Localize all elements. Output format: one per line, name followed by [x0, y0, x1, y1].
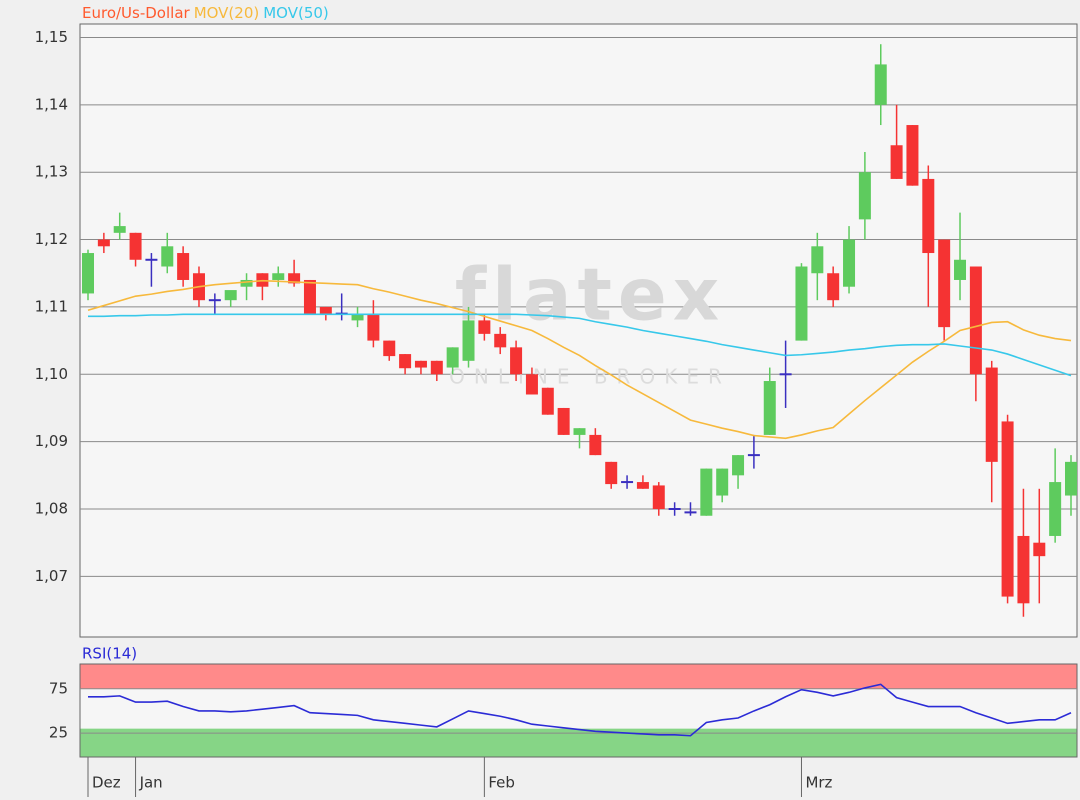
candle-body	[906, 125, 919, 186]
y-tick-label: 25	[49, 724, 68, 742]
legend-entry: MOV(50)	[263, 4, 329, 22]
candle-body	[1033, 542, 1046, 557]
x-tick-label: Mrz	[805, 774, 832, 792]
candle-body	[763, 381, 776, 435]
y-tick-label: 1,11	[35, 297, 68, 315]
candle-body	[494, 333, 507, 348]
watermark: flatex ONLINE BROKER	[449, 253, 731, 389]
candle-body	[858, 172, 871, 220]
y-tick-label: 1,14	[35, 95, 68, 113]
y-tick-label: 75	[49, 679, 68, 697]
y-tick-label: 1,07	[35, 567, 68, 585]
candle-body	[240, 279, 253, 287]
candle-body	[510, 347, 523, 375]
candle-body	[985, 367, 998, 462]
candle-body	[890, 145, 903, 179]
watermark-logo: flatex	[455, 253, 725, 337]
candle-body	[573, 428, 586, 435]
candle-body	[811, 246, 824, 274]
candle-body	[843, 239, 856, 287]
candle-body	[874, 64, 887, 105]
candle-body	[446, 347, 459, 368]
candle-body	[272, 273, 285, 280]
candle-body	[1017, 535, 1030, 604]
candle-body	[1001, 421, 1014, 597]
legend-entry: MOV(20)	[194, 4, 260, 22]
candle-body	[367, 313, 380, 341]
y-tick-label: 1,08	[35, 500, 68, 518]
overbought-zone	[80, 664, 1077, 689]
candle-body	[319, 306, 332, 314]
candle-body	[636, 482, 649, 489]
candle-body	[82, 253, 94, 294]
candle-body	[732, 455, 745, 476]
legend: Euro/Us-Dollar MOV(20) MOV(50)	[82, 4, 329, 22]
watermark-tagline: ONLINE BROKER	[449, 365, 731, 389]
candle-body	[1065, 461, 1077, 496]
candle-body	[1049, 482, 1062, 536]
candle-body	[462, 320, 475, 361]
candle-body	[303, 279, 316, 314]
moving-average-line	[88, 313, 1072, 377]
rsi-frame	[79, 663, 1078, 758]
candle-body	[938, 239, 951, 328]
candle-body	[478, 320, 491, 334]
candle-body	[414, 360, 427, 368]
rsi-line	[88, 683, 1072, 737]
candle-body	[652, 485, 665, 510]
y-tick-label: 1,09	[35, 432, 68, 450]
candle-body	[969, 266, 982, 375]
candle-body	[430, 360, 443, 375]
candle-body	[589, 434, 602, 456]
candle-body	[557, 407, 570, 435]
candle-body	[716, 468, 729, 496]
candle-body	[605, 461, 618, 485]
candle-body	[113, 226, 126, 233]
candle-body	[351, 313, 364, 321]
candle-body	[700, 468, 713, 516]
candle-body	[177, 253, 190, 280]
y-tick-label: 1,12	[35, 230, 68, 248]
y-tick-label: 1,13	[35, 163, 68, 181]
y-tick-label: 1,10	[35, 365, 68, 383]
candle-body	[288, 273, 301, 284]
candle-body	[129, 232, 142, 260]
candle-body	[922, 178, 935, 254]
candle-body	[399, 354, 412, 369]
candle-body	[224, 290, 237, 301]
rsi-label: RSI(14)	[82, 645, 137, 663]
candle-body	[97, 239, 110, 247]
candle-body	[541, 387, 554, 415]
x-tick-label: Jan	[139, 774, 163, 792]
candle-body	[954, 259, 967, 280]
candle-body	[795, 266, 808, 341]
candle-body	[383, 340, 396, 357]
x-tick-label: Feb	[488, 774, 515, 792]
legend-entry: Euro/Us-Dollar	[82, 4, 191, 22]
y-tick-label: 1,15	[35, 28, 68, 46]
candle-body	[161, 246, 174, 267]
moving-average-line	[87, 279, 1072, 440]
candle-body	[827, 273, 840, 301]
candle-body	[525, 374, 538, 395]
x-tick-label: Dez	[92, 774, 121, 792]
